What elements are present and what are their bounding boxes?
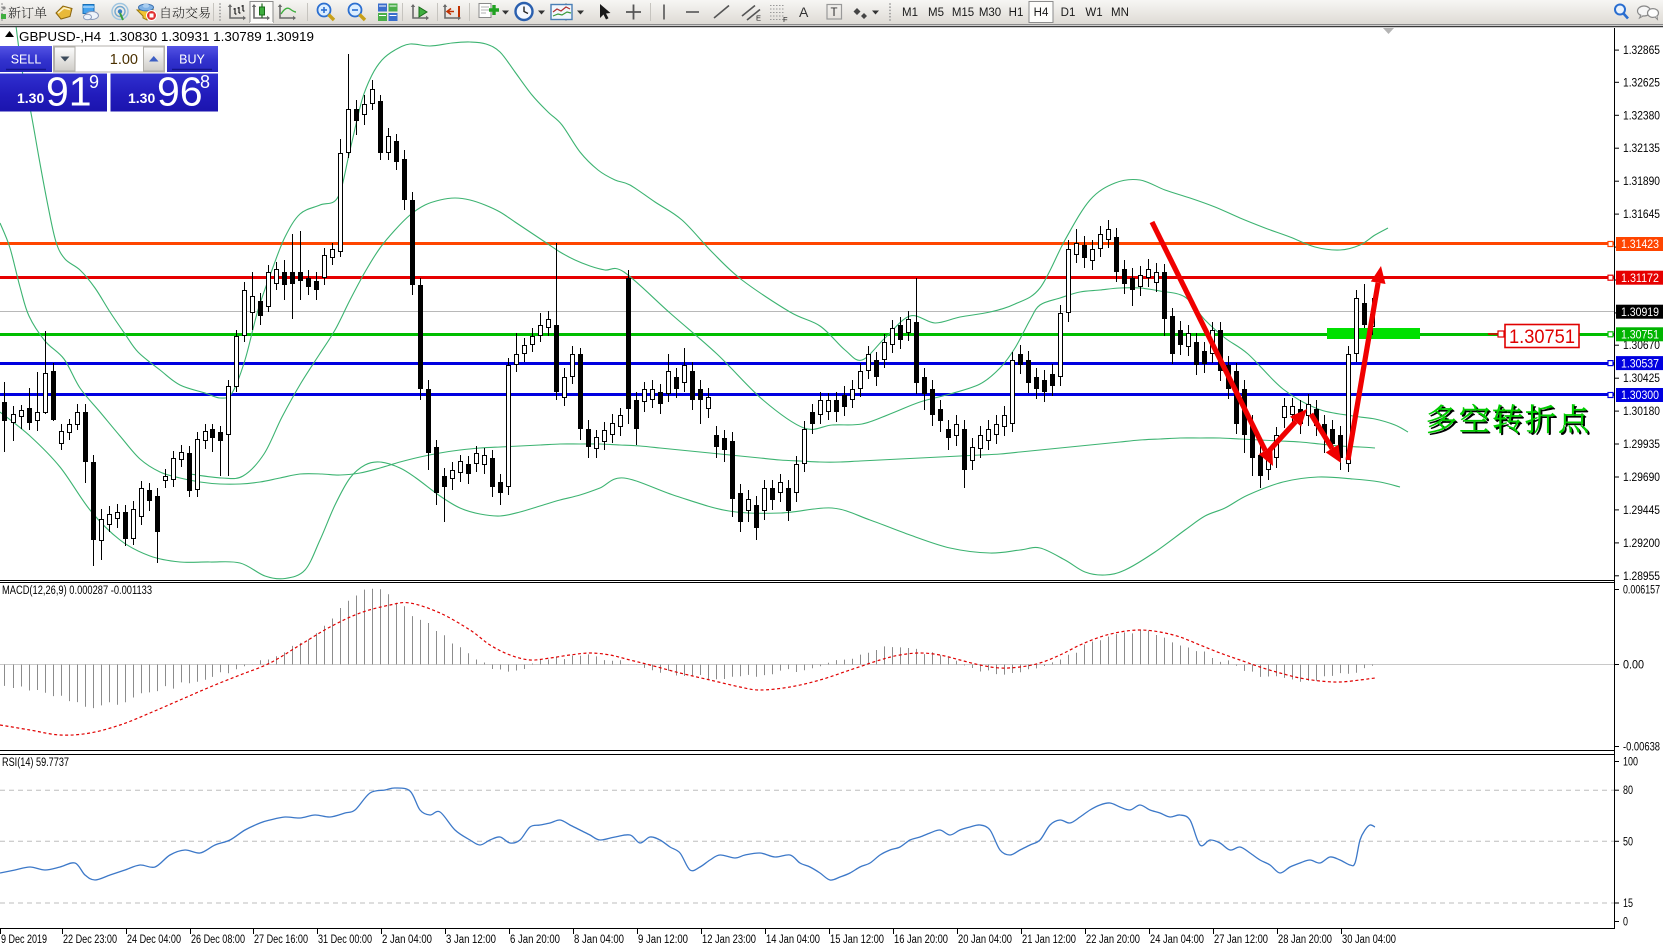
svg-text:RSI(14) 59.7737: RSI(14) 59.7737 (2, 757, 69, 769)
svg-text:21 Jan 12:00: 21 Jan 12:00 (1022, 934, 1076, 946)
svg-text:2 Jan 04:00: 2 Jan 04:00 (382, 934, 432, 946)
svg-text:M15: M15 (952, 7, 974, 19)
svg-text:SELL: SELL (11, 53, 42, 67)
svg-text:28 Jan 20:00: 28 Jan 20:00 (1278, 934, 1332, 946)
svg-text:1.30425: 1.30425 (1623, 373, 1660, 385)
svg-text:31 Dec 00:00: 31 Dec 00:00 (318, 934, 372, 946)
svg-text:96: 96 (157, 69, 203, 115)
svg-text:16 Jan 20:00: 16 Jan 20:00 (894, 934, 948, 946)
svg-text:M30: M30 (979, 7, 1001, 19)
svg-text:1.30919: 1.30919 (1621, 307, 1659, 319)
svg-text:22 Dec 23:00: 22 Dec 23:00 (63, 934, 117, 946)
svg-text:24 Dec 04:00: 24 Dec 04:00 (127, 934, 181, 946)
svg-text:15 Jan 12:00: 15 Jan 12:00 (830, 934, 884, 946)
svg-text:1.30: 1.30 (128, 90, 155, 106)
svg-text:1.31645: 1.31645 (1623, 209, 1660, 221)
svg-text:91: 91 (46, 69, 92, 115)
svg-text:50: 50 (1623, 836, 1633, 848)
svg-text:22 Jan 20:00: 22 Jan 20:00 (1086, 934, 1140, 946)
svg-text:M1: M1 (902, 7, 918, 19)
svg-text:1.29445: 1.29445 (1623, 505, 1660, 517)
svg-text:14 Jan 04:00: 14 Jan 04:00 (766, 934, 820, 946)
svg-text:MN: MN (1111, 7, 1129, 19)
svg-text:1.28955: 1.28955 (1623, 571, 1660, 583)
svg-text:E: E (756, 14, 761, 23)
svg-text:F: F (783, 15, 788, 24)
svg-text:100: 100 (1623, 757, 1638, 769)
svg-text:8: 8 (200, 72, 210, 92)
svg-text:M5: M5 (928, 7, 944, 19)
svg-text:27 Dec 16:00: 27 Dec 16:00 (254, 934, 308, 946)
svg-text:0: 0 (1623, 917, 1628, 929)
svg-text:1.30670: 1.30670 (1623, 340, 1660, 352)
svg-text:0.00: 0.00 (1623, 660, 1644, 672)
svg-text:1.31890: 1.31890 (1623, 176, 1660, 188)
svg-text:MACD(12,26,9) 0.000287 -0.0011: MACD(12,26,9) 0.000287 -0.001133 (2, 585, 152, 597)
svg-text:8 Jan 04:00: 8 Jan 04:00 (574, 934, 624, 946)
svg-text:30 Jan 04:00: 30 Jan 04:00 (1342, 934, 1396, 946)
svg-text:H1: H1 (1009, 7, 1024, 19)
svg-text:1.31172: 1.31172 (1621, 273, 1659, 285)
svg-text:0.006157: 0.006157 (1623, 585, 1660, 597)
svg-text:D1: D1 (1061, 7, 1076, 19)
svg-text:15: 15 (1623, 898, 1633, 910)
svg-text:1.29200: 1.29200 (1623, 538, 1660, 550)
svg-text:1.30180: 1.30180 (1623, 406, 1660, 418)
svg-text:1.30300: 1.30300 (1621, 390, 1659, 402)
svg-text:1.32135: 1.32135 (1623, 143, 1660, 155)
svg-text:1.32865: 1.32865 (1623, 45, 1660, 57)
svg-text:27 Jan 12:00: 27 Jan 12:00 (1214, 934, 1268, 946)
svg-text:H4: H4 (1034, 7, 1049, 19)
svg-text:W1: W1 (1085, 7, 1102, 19)
svg-text:26 Dec 08:00: 26 Dec 08:00 (191, 934, 245, 946)
svg-text:1.30: 1.30 (17, 90, 44, 106)
svg-text:20 Jan 04:00: 20 Jan 04:00 (958, 934, 1012, 946)
svg-text:1.32380: 1.32380 (1623, 110, 1660, 122)
svg-text:1.00: 1.00 (110, 52, 138, 68)
svg-text:1.30751: 1.30751 (1621, 330, 1659, 342)
svg-text:1.31423: 1.31423 (1621, 239, 1659, 251)
svg-text:1.29690: 1.29690 (1623, 472, 1660, 484)
svg-text:T: T (831, 7, 838, 19)
svg-text:1.32625: 1.32625 (1623, 77, 1660, 89)
svg-text:A: A (799, 4, 809, 20)
svg-text:-0.00638: -0.00638 (1623, 742, 1660, 754)
svg-text:1.30537: 1.30537 (1621, 358, 1659, 370)
svg-text:1.30751: 1.30751 (1509, 326, 1575, 348)
svg-text:9 Jan 12:00: 9 Jan 12:00 (638, 934, 688, 946)
svg-text:24 Jan 04:00: 24 Jan 04:00 (1150, 934, 1204, 946)
svg-text:6 Jan 20:00: 6 Jan 20:00 (510, 934, 560, 946)
svg-text:9 Dec 2019: 9 Dec 2019 (1, 934, 47, 946)
svg-text:GBPUSD-,H4 1.30830 1.30931 1.: GBPUSD-,H4 1.30830 1.30931 1.30789 1.309… (19, 29, 314, 44)
svg-text:3 Jan 12:00: 3 Jan 12:00 (446, 934, 496, 946)
svg-text:80: 80 (1623, 785, 1633, 797)
svg-text:9: 9 (89, 72, 99, 92)
svg-text:BUY: BUY (179, 53, 205, 67)
svg-text:1.29935: 1.29935 (1623, 439, 1660, 451)
svg-text:12 Jan 23:00: 12 Jan 23:00 (702, 934, 756, 946)
